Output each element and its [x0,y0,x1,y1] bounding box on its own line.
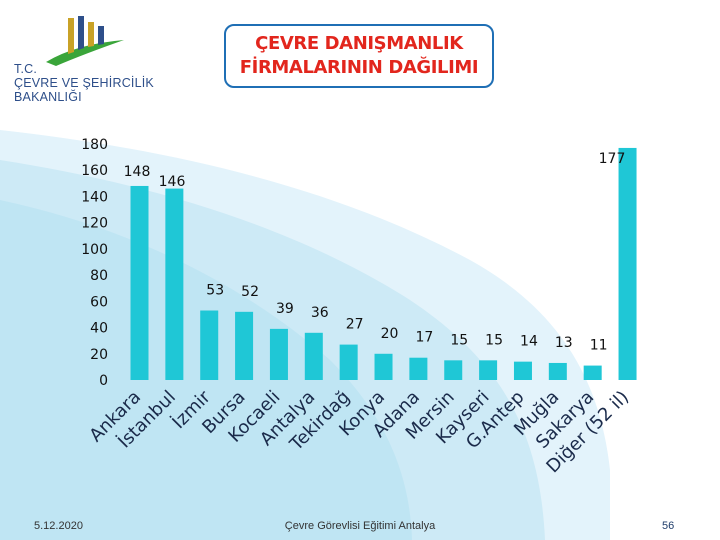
y-tick-label: 20 [90,347,108,363]
data-label: 15 [485,332,503,348]
y-tick-label: 160 [81,163,108,179]
bar [583,365,602,380]
data-label: 39 [276,301,294,317]
data-label: 17 [415,330,433,346]
bar [304,332,323,380]
footer-date: 5.12.2020 [34,520,83,532]
data-label: 15 [450,332,468,348]
slide-title-box: ÇEVRE DANIŞMANLIK FİRMALARININ DAĞILIMI [224,24,494,88]
y-tick-label: 0 [99,373,108,389]
y-tick-label: 60 [90,294,108,310]
y-tick-label: 140 [81,189,108,205]
data-label: 13 [555,335,573,351]
data-label: 14 [520,334,538,350]
slide-title-line-2: FİRMALARININ DAĞILIMI [239,57,479,78]
slide-title-line-1: ÇEVRE DANIŞMANLIK [255,33,463,54]
bar [269,328,288,380]
bar [374,353,393,380]
data-label: 148 [124,164,151,180]
y-tick-label: 80 [90,268,108,284]
ministry-name: T.C. ÇEVRE VE ŞEHİRCİLİK BAKANLIĞI [14,62,154,104]
data-label: 177 [599,151,626,167]
bar [479,360,498,380]
bar [200,310,219,380]
bar [235,311,254,380]
data-label: 52 [241,284,259,300]
bar [409,357,428,380]
bar [444,360,463,380]
ministry-logo [12,14,152,124]
bar [130,185,149,380]
y-tick-label: 120 [81,216,108,232]
bar [548,362,567,380]
logo-line: BAKANLIĞI [14,90,82,104]
y-tick-label: 40 [90,321,108,337]
y-tick-label: 180 [81,137,108,153]
logo-line: ÇEVRE VE ŞEHİRCİLİK [14,76,154,90]
bar [339,344,358,380]
ministry-emblem-icon [46,16,124,66]
data-label: 27 [346,317,364,333]
bar [165,188,184,380]
page-number: 56 [662,520,675,532]
logo-line: T.C. [14,62,38,76]
data-label: 146 [159,174,186,190]
data-label: 20 [381,326,399,342]
footer-caption: Çevre Görevlisi Eğitimi Antalya [284,520,436,532]
bar [513,361,532,380]
data-label: 11 [590,338,608,354]
y-tick-label: 100 [81,242,108,258]
data-label: 36 [311,305,329,321]
data-label: 53 [206,283,224,299]
bar [618,147,637,380]
